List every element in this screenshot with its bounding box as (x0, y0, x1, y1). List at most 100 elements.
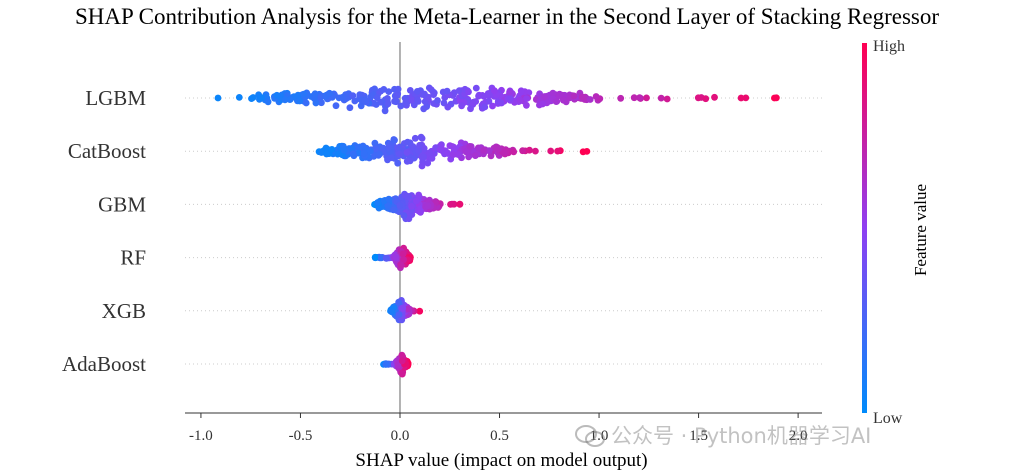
shap-point (214, 94, 222, 102)
shap-point (472, 152, 479, 159)
shap-point (415, 147, 423, 154)
shap-point (392, 253, 400, 260)
feature-label: RF (120, 246, 146, 270)
shap-point (434, 97, 441, 104)
shap-point (541, 93, 548, 100)
shap-point (326, 89, 333, 97)
shap-point (663, 95, 671, 103)
shap-point (384, 95, 391, 102)
shap-point (366, 147, 374, 155)
shap-point (532, 147, 539, 155)
shap-point (398, 369, 406, 377)
shap-point (539, 100, 546, 108)
shap-point (338, 94, 346, 101)
shap-point (415, 191, 423, 199)
shap-point (296, 97, 304, 105)
feature-label: AdaBoost (62, 352, 146, 376)
shap-point (399, 250, 407, 258)
shap-point (516, 96, 524, 104)
shap-point (448, 200, 456, 208)
shap-point (711, 93, 718, 101)
shap-point (388, 308, 396, 316)
shap-point (395, 150, 403, 158)
shap-point (348, 144, 356, 152)
shap-point (318, 99, 325, 107)
shap-point (549, 89, 557, 97)
shap-point (443, 87, 451, 95)
shap-point (384, 156, 391, 164)
shap-point (235, 94, 243, 101)
shap-point (510, 148, 518, 156)
shap-point (356, 91, 364, 98)
shap-point (361, 97, 369, 105)
shap-point (385, 144, 393, 151)
shap-point (472, 84, 480, 92)
shap-point (436, 146, 444, 154)
shap-point (630, 94, 638, 102)
shap-point (586, 96, 594, 103)
shap-point (417, 205, 424, 213)
feature-labels: LGBM CatBoost GBM RF XGB AdaBoost (62, 86, 146, 376)
shap-point (408, 96, 416, 104)
shap-point (395, 311, 403, 318)
shap-point (481, 103, 489, 111)
x-axis-label: SHAP value (impact on model output) (355, 450, 647, 471)
shap-point (323, 150, 330, 158)
shap-point (506, 88, 513, 96)
shap-point (318, 149, 325, 156)
shap-point (404, 138, 411, 146)
shap-point (552, 98, 560, 105)
shap-point (408, 203, 415, 210)
shap-point (643, 94, 650, 102)
shap-point (583, 148, 591, 155)
shap-point (592, 93, 600, 100)
shap-point (466, 143, 474, 150)
shap-point (357, 102, 365, 110)
shap-point (340, 147, 348, 154)
shap-point (322, 144, 330, 152)
colorbar-low-label: Low (873, 410, 903, 427)
shap-point (444, 149, 451, 157)
shap-point (491, 87, 498, 94)
shap-point (373, 94, 381, 102)
shap-point (456, 200, 464, 208)
shap-point (455, 87, 463, 95)
shap-point (617, 94, 625, 102)
shap-point (395, 299, 403, 307)
x-tick-label: 1.5 (689, 428, 708, 444)
shap-point (413, 197, 420, 205)
shap-point (420, 105, 428, 113)
shap-point (485, 90, 493, 98)
shap-point (418, 162, 426, 170)
colorbar-high-label: High (873, 38, 905, 55)
shap-point (426, 149, 434, 157)
shap-point (392, 98, 400, 106)
shap-point (399, 304, 407, 312)
shap-point (397, 102, 405, 110)
shap-point (449, 151, 457, 159)
shap-point (349, 92, 357, 100)
shap-point (694, 94, 702, 102)
feature-label: XGB (102, 299, 146, 323)
shap-point (657, 94, 665, 102)
shap-point (402, 99, 410, 107)
shap-point (497, 99, 505, 107)
shap-point (350, 152, 358, 160)
shap-point (405, 305, 412, 313)
shap-point (480, 146, 488, 154)
shap-point (400, 256, 407, 264)
shap-point (523, 95, 530, 102)
shap-point (302, 99, 310, 107)
shap-point (398, 357, 406, 365)
shap-point (465, 88, 472, 96)
shap-point (446, 142, 454, 150)
feature-label: CatBoost (68, 139, 146, 163)
shap-point (424, 159, 432, 167)
feature-label: GBM (98, 192, 146, 216)
shap-point (372, 253, 379, 261)
x-tick-label: -0.5 (289, 428, 313, 444)
shap-point (560, 96, 567, 104)
x-tick-label: 2.0 (789, 428, 808, 444)
shap-point (385, 195, 393, 203)
